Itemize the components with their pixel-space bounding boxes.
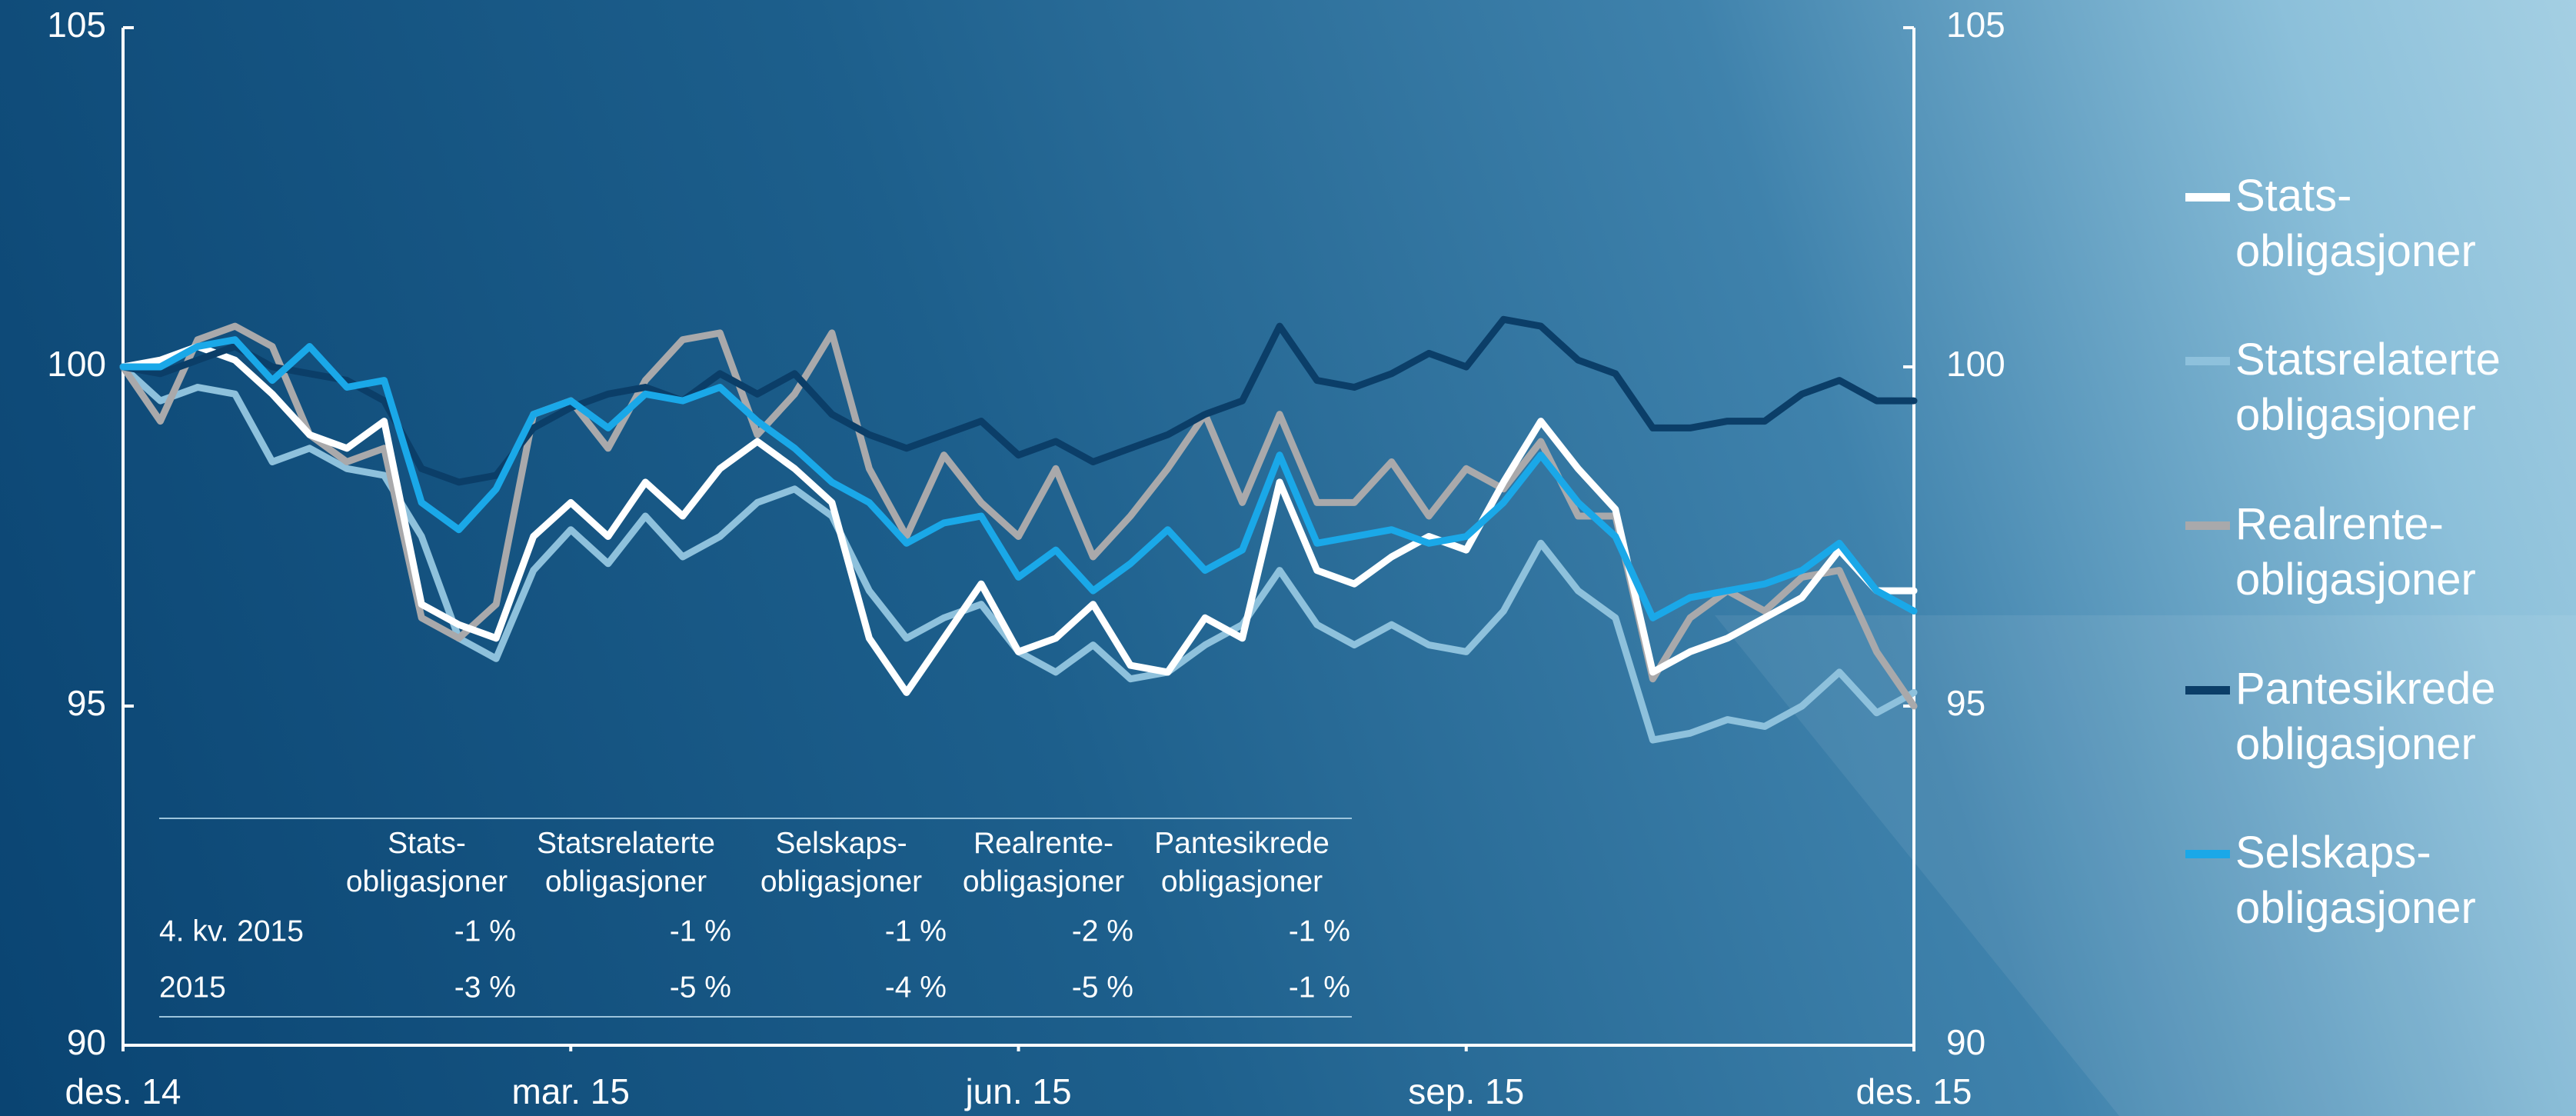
table-cell: -4 % xyxy=(885,971,947,1004)
y-tick-label: 90 xyxy=(67,1022,106,1062)
legend-label: Stats- obligasjoner xyxy=(2235,171,2476,276)
table-cell: -3 % xyxy=(454,971,516,1004)
table-cell: -1 % xyxy=(670,914,731,948)
y2-tick-label: 90 xyxy=(1946,1022,1985,1062)
y2-tick-label: 105 xyxy=(1946,5,2005,45)
table-cell: -1 % xyxy=(885,914,947,948)
y-tick-label: 100 xyxy=(47,344,106,384)
table-header: Realrente- obligasjoner xyxy=(962,827,1125,898)
table-cell: -5 % xyxy=(1072,971,1133,1004)
table-row-label: 2015 xyxy=(159,971,226,1004)
legend-label: Selskaps- obligasjoner xyxy=(2235,828,2476,933)
table-cell: -1 % xyxy=(1289,914,1350,948)
y-tick-label: 105 xyxy=(47,5,106,45)
table-cell: -1 % xyxy=(454,914,516,948)
table-header: Stats- obligasjoner xyxy=(345,827,508,898)
table-cell: -5 % xyxy=(670,971,731,1004)
legend-swatch xyxy=(2185,850,2230,858)
y-tick-label: 95 xyxy=(67,683,106,723)
table-header: Pantesikrede obligasjoner xyxy=(1154,827,1330,898)
x-tick-label: des. 14 xyxy=(65,1071,181,1111)
legend-label: Realrente- obligasjoner xyxy=(2235,499,2476,605)
legend-swatch xyxy=(2185,686,2230,695)
table-cell: -2 % xyxy=(1072,914,1133,948)
series-line xyxy=(119,336,1918,621)
background-shade xyxy=(1715,615,2576,1116)
y2-tick-label: 95 xyxy=(1946,683,1985,723)
legend-swatch xyxy=(2185,193,2230,202)
x-tick-label: mar. 15 xyxy=(512,1071,630,1111)
table-row-label: 4. kv. 2015 xyxy=(159,914,304,948)
series-line xyxy=(119,315,1918,486)
table-header: Selskaps- obligasjoner xyxy=(760,827,923,898)
legend-swatch xyxy=(2185,521,2230,530)
legend-swatch xyxy=(2185,357,2230,365)
x-tick-label: jun. 15 xyxy=(964,1071,1071,1111)
table-header: Statsrelaterte obligasjoner xyxy=(537,827,715,898)
x-tick-label: sep. 15 xyxy=(1408,1071,1524,1111)
series-line xyxy=(119,343,1918,696)
x-tick-label: des. 15 xyxy=(1856,1071,1972,1111)
legend-label: Pantesikrede obligasjoner xyxy=(2235,664,2496,769)
table-cell: -1 % xyxy=(1289,971,1350,1004)
y2-tick-label: 100 xyxy=(1946,344,2005,384)
legend-label: Statsrelaterte obligasjoner xyxy=(2235,335,2501,440)
